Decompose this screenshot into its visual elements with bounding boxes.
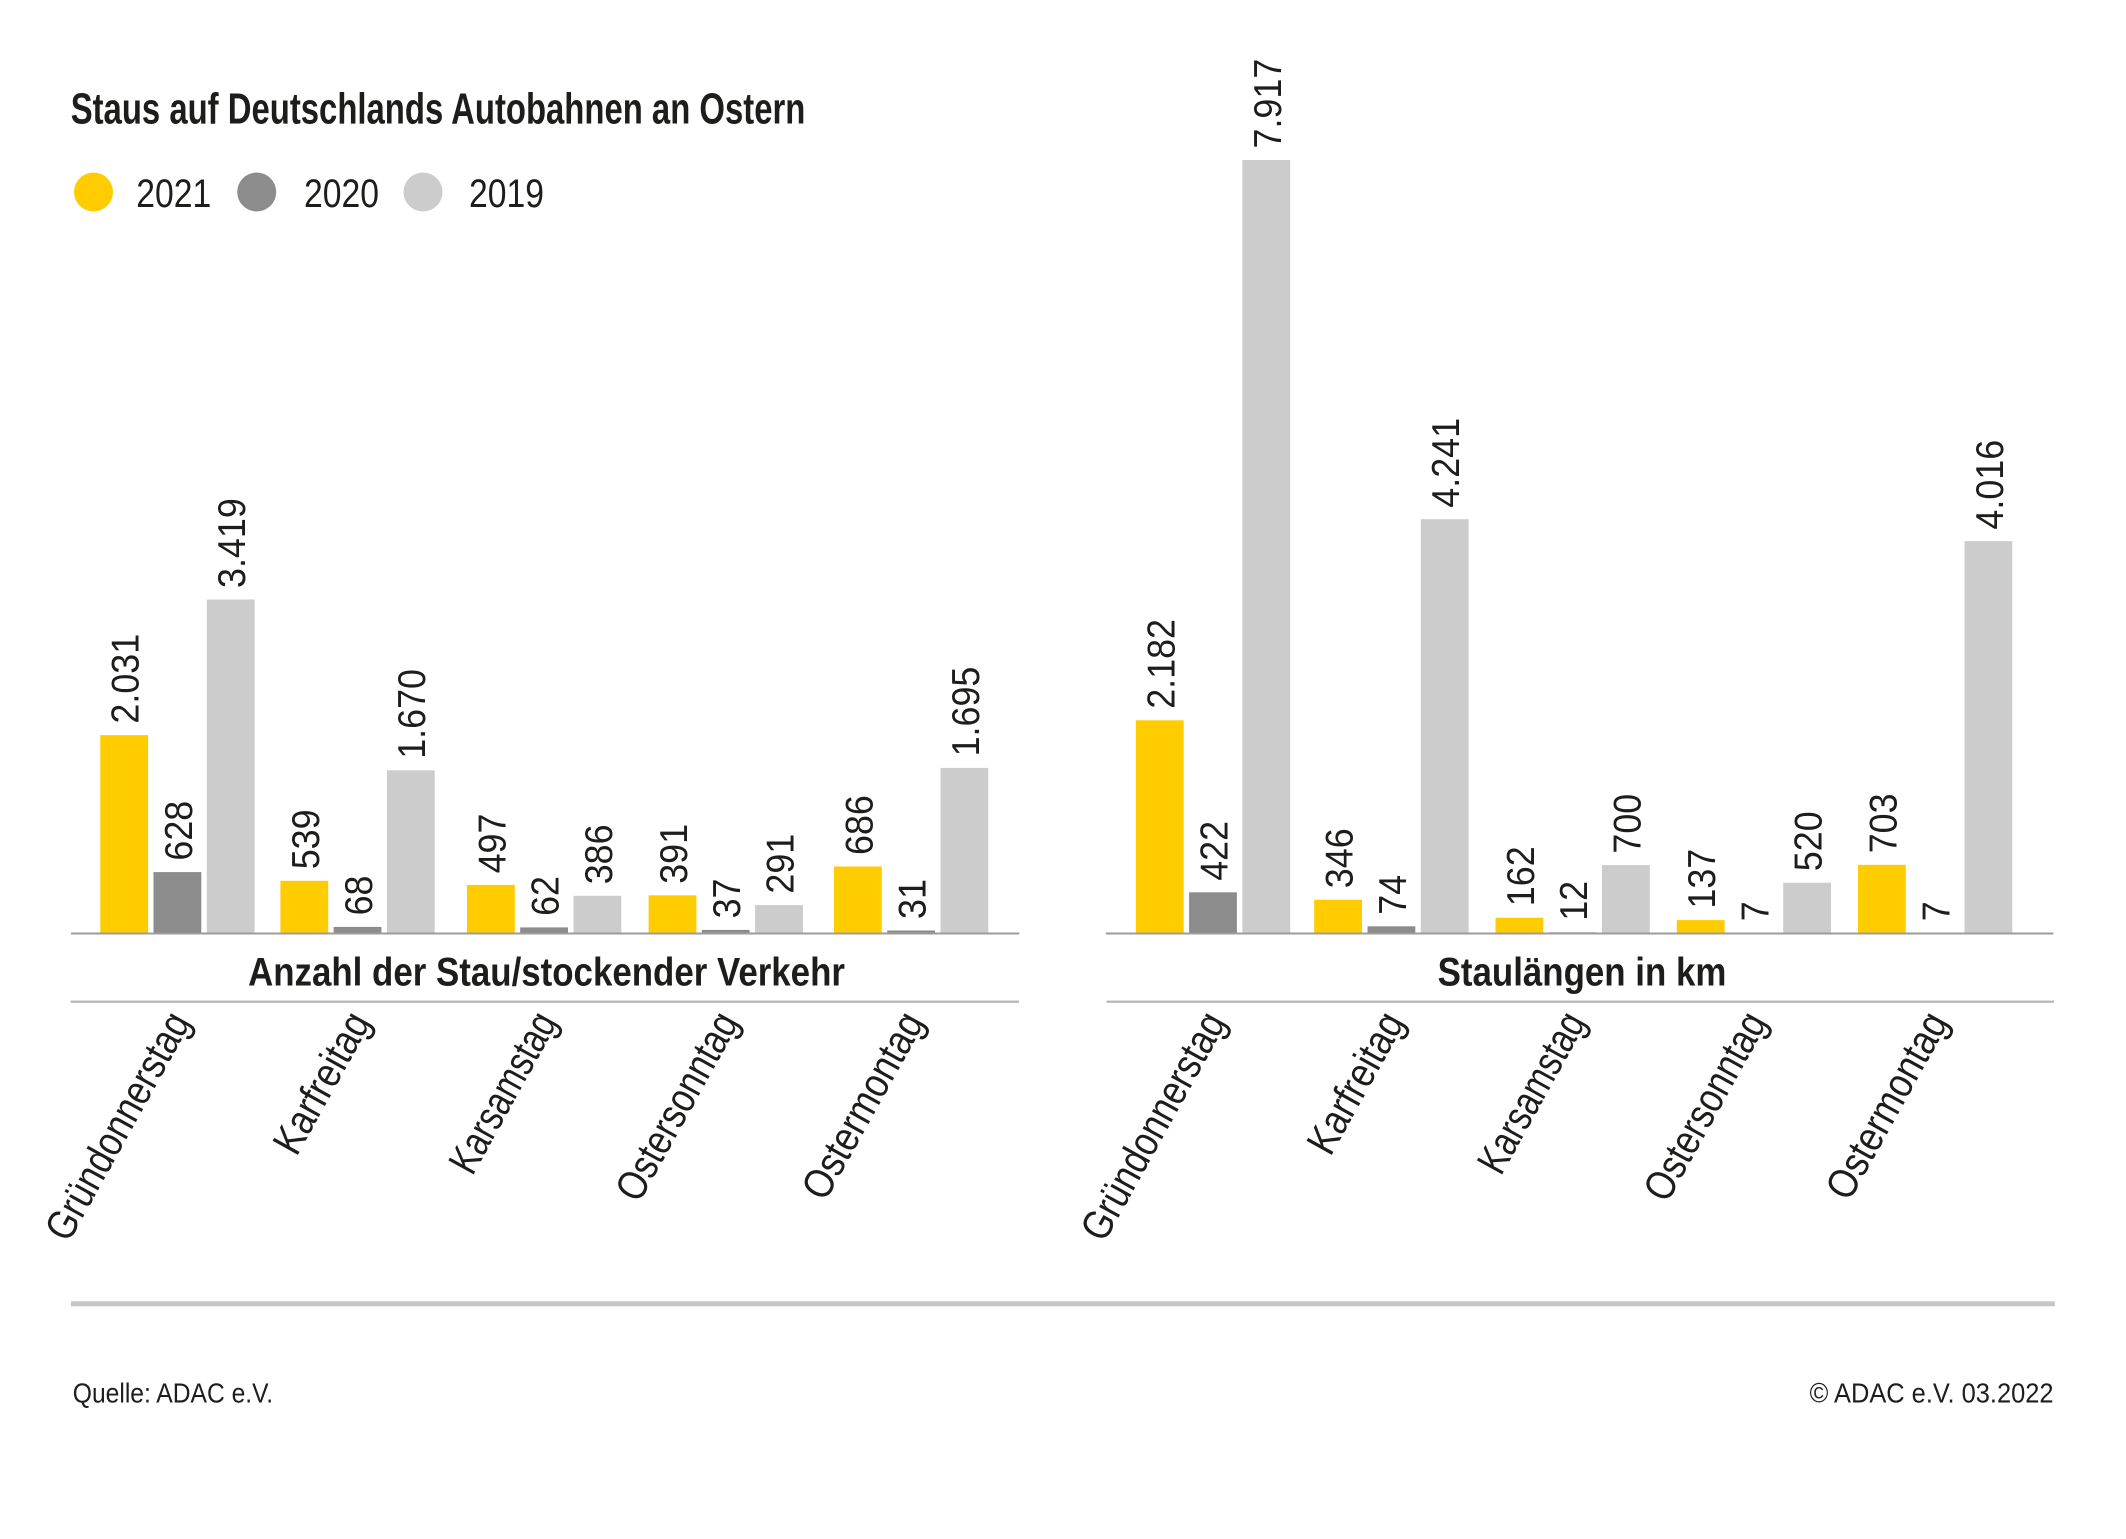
svg-text:62: 62: [523, 876, 567, 916]
svg-text:7: 7: [1733, 901, 1777, 921]
svg-text:4.016: 4.016: [1968, 440, 2012, 530]
svg-text:2021: 2021: [136, 171, 211, 215]
svg-text:539: 539: [283, 809, 327, 869]
svg-text:386: 386: [577, 824, 621, 884]
svg-text:74: 74: [1371, 875, 1415, 915]
svg-text:422: 422: [1192, 821, 1236, 881]
svg-text:2019: 2019: [469, 171, 544, 215]
svg-text:346: 346: [1317, 828, 1361, 888]
svg-text:37: 37: [705, 878, 749, 918]
svg-text:291: 291: [758, 834, 802, 894]
svg-text:Quelle: ADAC e.V.: Quelle: ADAC e.V.: [73, 1377, 273, 1409]
svg-text:2020: 2020: [304, 171, 379, 215]
svg-text:391: 391: [652, 824, 696, 884]
svg-text:7.917: 7.917: [1245, 59, 1289, 149]
svg-text:2.031: 2.031: [103, 634, 147, 724]
svg-text:162: 162: [1499, 846, 1543, 906]
svg-text:628: 628: [157, 801, 201, 861]
svg-text:497: 497: [470, 814, 514, 874]
svg-text:Staus auf Deutschlands Autobah: Staus auf Deutschlands Autobahnen an Ost…: [71, 85, 806, 134]
svg-text:4.241: 4.241: [1424, 418, 1468, 508]
svg-text:7: 7: [1914, 901, 1958, 921]
svg-text:703: 703: [1861, 793, 1905, 853]
svg-text:31: 31: [890, 879, 934, 919]
svg-text:12: 12: [1552, 881, 1596, 921]
svg-text:Anzahl der Stau/stockender Ver: Anzahl der Stau/stockender Verkehr: [248, 949, 845, 994]
svg-text:68: 68: [337, 875, 381, 915]
svg-text:686: 686: [837, 795, 881, 855]
svg-text:Staulängen in km: Staulängen in km: [1438, 949, 1727, 994]
svg-text:3.419: 3.419: [210, 498, 254, 588]
svg-text:1.670: 1.670: [390, 669, 434, 759]
svg-text:137: 137: [1680, 849, 1724, 909]
svg-text:1.695: 1.695: [944, 667, 988, 757]
svg-text:2.182: 2.182: [1139, 619, 1183, 709]
svg-text:700: 700: [1605, 794, 1649, 854]
svg-text:© ADAC e.V. 03.2022: © ADAC e.V. 03.2022: [1810, 1377, 2054, 1408]
svg-text:520: 520: [1786, 811, 1830, 871]
